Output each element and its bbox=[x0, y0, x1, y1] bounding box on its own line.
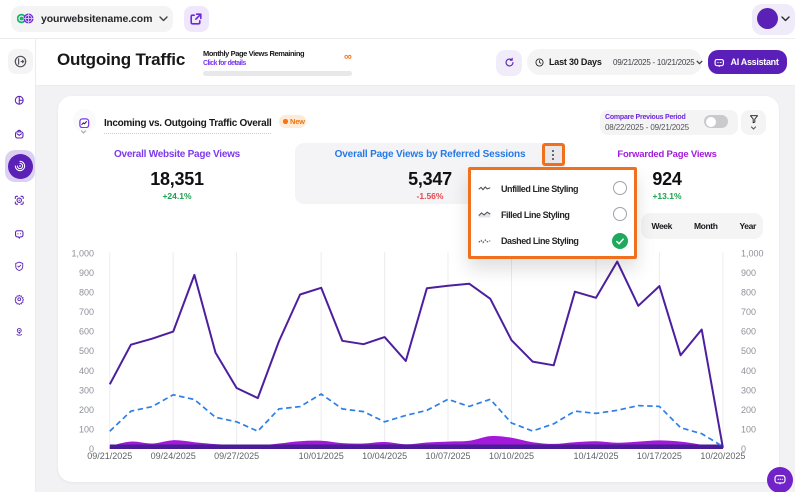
svg-text:400: 400 bbox=[741, 366, 756, 376]
svg-text:400: 400 bbox=[79, 366, 94, 376]
svg-text:900: 900 bbox=[79, 268, 94, 278]
svg-text:0: 0 bbox=[741, 444, 746, 454]
svg-text:500: 500 bbox=[79, 346, 94, 356]
svg-text:10/07/2025: 10/07/2025 bbox=[425, 451, 470, 461]
svg-text:09/27/2025: 09/27/2025 bbox=[214, 451, 259, 461]
svg-text:600: 600 bbox=[79, 327, 94, 337]
svg-text:09/21/2025: 09/21/2025 bbox=[87, 451, 132, 461]
svg-text:0: 0 bbox=[89, 444, 94, 454]
svg-text:300: 300 bbox=[79, 385, 94, 395]
svg-text:300: 300 bbox=[741, 385, 756, 395]
svg-text:200: 200 bbox=[741, 405, 756, 415]
svg-text:100: 100 bbox=[79, 424, 94, 434]
svg-text:800: 800 bbox=[741, 288, 756, 298]
svg-text:10/14/2025: 10/14/2025 bbox=[573, 451, 618, 461]
svg-text:800: 800 bbox=[79, 288, 94, 298]
svg-text:100: 100 bbox=[741, 424, 756, 434]
svg-text:10/04/2025: 10/04/2025 bbox=[362, 451, 407, 461]
svg-text:09/24/2025: 09/24/2025 bbox=[151, 451, 196, 461]
svg-text:900: 900 bbox=[741, 268, 756, 278]
svg-text:10/01/2025: 10/01/2025 bbox=[299, 451, 344, 461]
svg-text:10/10/2025: 10/10/2025 bbox=[489, 451, 534, 461]
svg-text:600: 600 bbox=[741, 327, 756, 337]
svg-text:1,000: 1,000 bbox=[71, 248, 94, 258]
svg-text:700: 700 bbox=[741, 307, 756, 317]
svg-text:700: 700 bbox=[79, 307, 94, 317]
svg-text:200: 200 bbox=[79, 405, 94, 415]
svg-text:10/20/2025: 10/20/2025 bbox=[700, 451, 745, 461]
svg-text:500: 500 bbox=[741, 346, 756, 356]
svg-text:1,000: 1,000 bbox=[741, 248, 764, 258]
svg-text:10/17/2025: 10/17/2025 bbox=[637, 451, 682, 461]
